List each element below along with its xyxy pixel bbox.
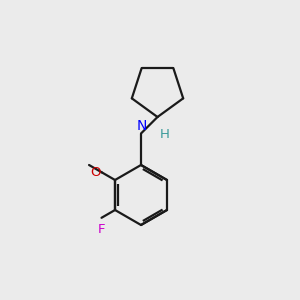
Text: O: O [90,166,101,179]
Text: N: N [136,119,147,133]
Text: F: F [98,223,105,236]
Text: H: H [160,128,170,142]
